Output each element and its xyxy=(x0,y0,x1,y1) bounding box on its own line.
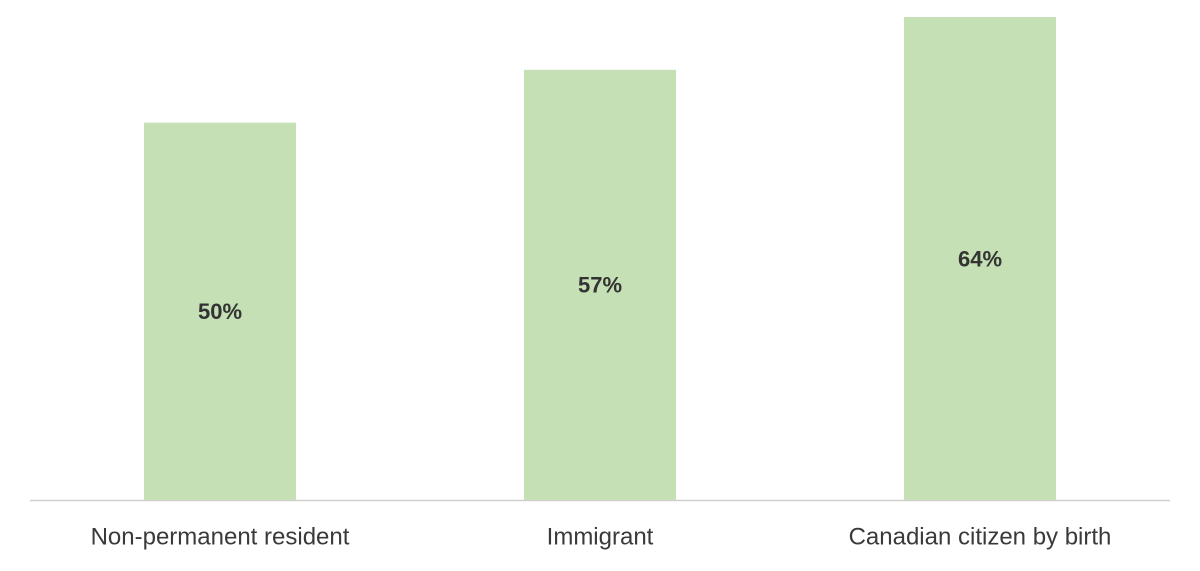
x-tick-label: Canadian citizen by birth xyxy=(849,523,1112,550)
value-label: 57% xyxy=(578,273,622,298)
bar xyxy=(144,122,296,500)
x-tick-label: Non-permanent resident xyxy=(91,523,350,550)
value-label: 50% xyxy=(198,299,242,324)
bar xyxy=(904,17,1056,500)
value-label: 64% xyxy=(958,246,1002,271)
x-tick-label: Immigrant xyxy=(547,523,654,550)
bar xyxy=(524,69,676,500)
